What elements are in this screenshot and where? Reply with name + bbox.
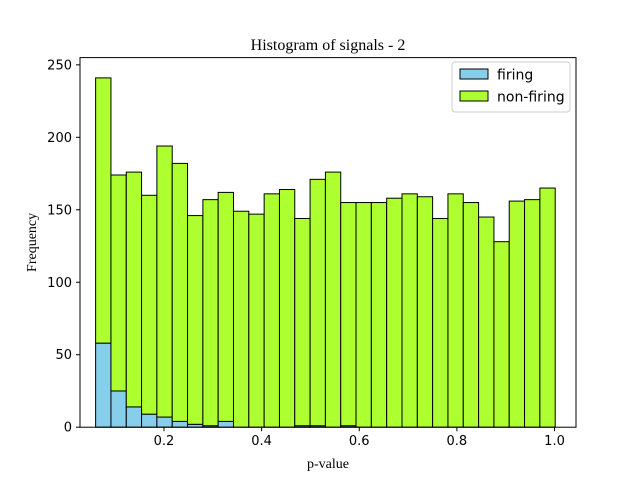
- non-firing-bar-12: [278, 188, 296, 428]
- non-firing-bar-16: [340, 202, 357, 427]
- non-firing-bar-26: [493, 241, 510, 428]
- x-tick-label: 0.2: [154, 434, 175, 449]
- non-firing-bar-21: [416, 196, 434, 428]
- non-firing-bar-11: [263, 193, 280, 428]
- legend-swatch-non-firing: [459, 90, 489, 102]
- plot-frame: [79, 57, 577, 428]
- x-tick-label: 0.8: [447, 434, 468, 449]
- non-firing-bar-22: [432, 217, 449, 428]
- firing-bar-3: [141, 413, 158, 428]
- y-tick-label: 250: [47, 58, 72, 73]
- legend-swatch-firing: [459, 68, 489, 80]
- non-firing-bar-18: [370, 202, 388, 428]
- non-firing-bar-6: [187, 215, 204, 425]
- non-firing-bar-0: [95, 77, 112, 344]
- non-firing-bar-3: [141, 194, 158, 415]
- non-firing-bar-5: [171, 162, 189, 422]
- firing-bar-1: [110, 390, 127, 428]
- y-tick-label: 200: [47, 131, 72, 146]
- x-tick-label: 1.0: [544, 434, 565, 449]
- non-firing-bar-7: [202, 199, 219, 427]
- non-firing-bar-23: [447, 193, 464, 428]
- non-firing-bar-2: [125, 171, 143, 408]
- non-firing-bar-14: [309, 178, 326, 427]
- y-tick-label: 50: [55, 348, 72, 363]
- x-axis-label: p-value: [307, 457, 349, 472]
- y-axis: 0 50 100 150 200 250: [47, 58, 80, 436]
- non-firing-bar-1: [110, 174, 127, 392]
- non-firing-bar-20: [401, 193, 418, 428]
- firing-bar-4: [156, 416, 173, 428]
- non-firing-bar-4: [156, 145, 173, 418]
- non-firing-bar-28: [524, 199, 541, 428]
- non-firing-bar-29: [539, 187, 556, 428]
- non-firing-bar-15: [324, 171, 342, 428]
- legend-label-firing: firing: [497, 68, 533, 84]
- non-firing-bar-9: [232, 210, 250, 428]
- non-firing-bar-13: [294, 217, 311, 427]
- non-firing-bar-8: [217, 191, 234, 422]
- non-firing-bar-25: [478, 216, 495, 428]
- firing-bar-5: [171, 420, 189, 428]
- x-axis: 0.2 0.4 0.6 0.8 1.0: [154, 427, 565, 449]
- firing-bar-8: [217, 420, 234, 428]
- non-firing-bar-24: [462, 202, 480, 428]
- chart-title: Histogram of signals - 2: [251, 37, 406, 54]
- non-firing-bar-27: [508, 200, 526, 428]
- x-tick-label: 0.4: [251, 434, 272, 449]
- y-tick-label: 100: [47, 276, 72, 291]
- legend: firing non-firing: [451, 61, 571, 113]
- y-axis-label: Frequency: [25, 213, 40, 272]
- legend-label-non-firing: non-firing: [497, 90, 565, 106]
- y-tick-label: 150: [47, 203, 72, 218]
- non-firing-bar-10: [248, 213, 265, 428]
- firing-bar-2: [125, 406, 143, 428]
- y-tick-label: 0: [64, 421, 72, 436]
- firing-bar-0: [95, 342, 112, 428]
- bars-layer: [95, 77, 556, 428]
- non-firing-bar-17: [355, 202, 372, 428]
- non-firing-bar-19: [386, 197, 403, 428]
- x-tick-label: 0.6: [349, 434, 370, 449]
